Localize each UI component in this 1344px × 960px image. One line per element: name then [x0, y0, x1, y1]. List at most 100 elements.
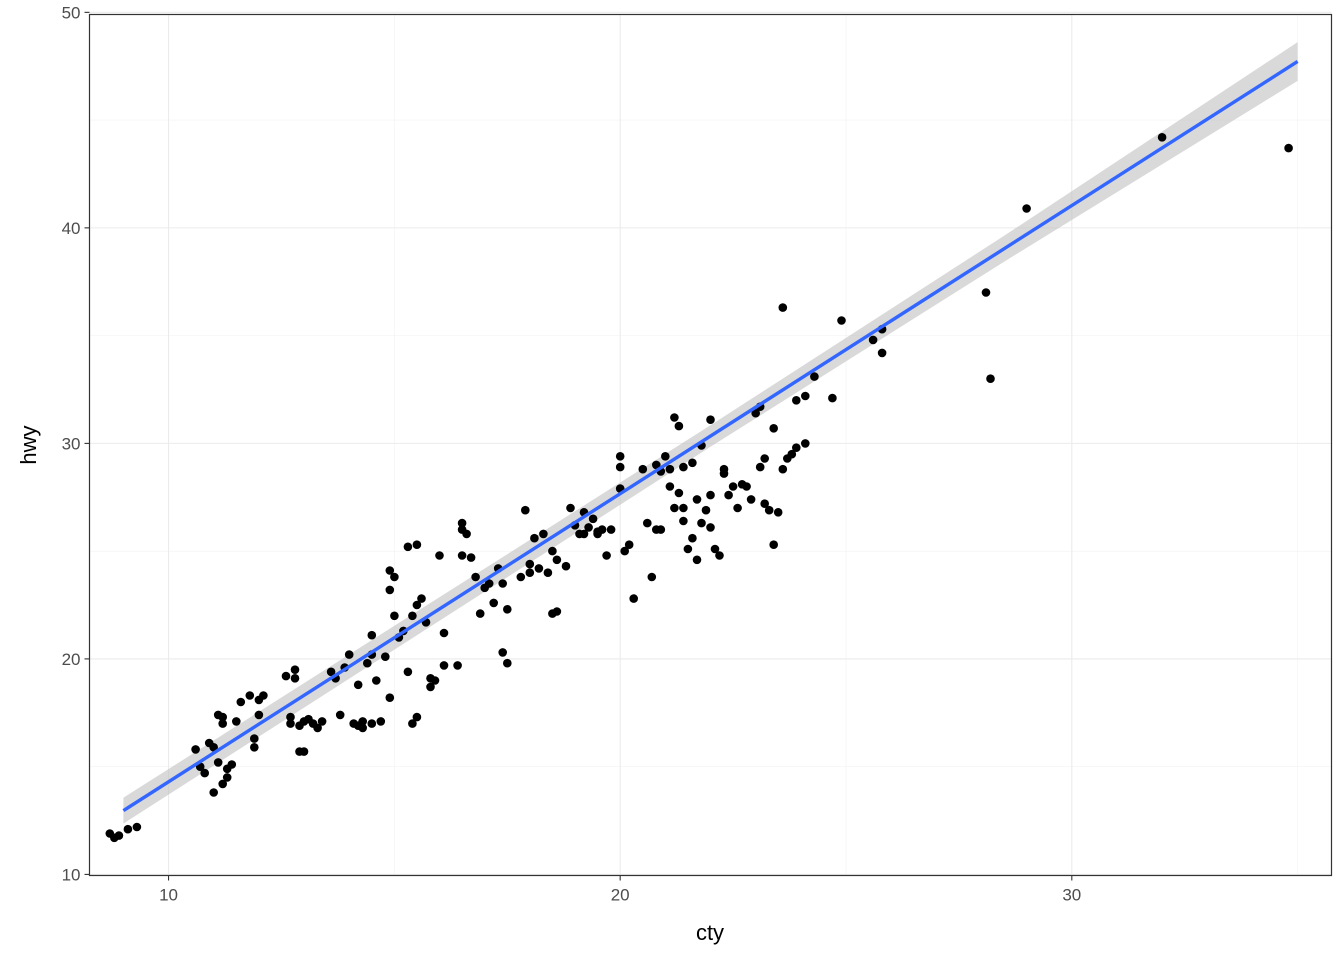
data-point [498, 579, 508, 588]
axis-ticks: 10 20 30 10 20 30 40 50 [62, 3, 1082, 904]
data-point [227, 760, 237, 769]
data-point [837, 316, 846, 325]
data-point [426, 682, 435, 692]
data-point [344, 650, 354, 659]
data-point [656, 525, 666, 534]
data-point [692, 495, 702, 504]
y-axis-title: hwy [16, 425, 41, 464]
data-point [381, 652, 390, 661]
data-point [593, 527, 602, 536]
data-point [290, 665, 300, 674]
x-tick-label: 20 [611, 886, 630, 905]
data-point [390, 611, 399, 621]
data-point [390, 572, 399, 582]
data-point [484, 579, 494, 588]
x-tick-label: 10 [159, 886, 178, 905]
data-point [245, 691, 255, 700]
data-point [534, 564, 544, 573]
data-point [801, 439, 810, 448]
data-point [877, 348, 887, 358]
data-point [665, 464, 675, 474]
data-point [638, 464, 648, 474]
data-point [652, 460, 661, 470]
data-point [430, 676, 440, 685]
data-point [525, 568, 535, 577]
data-point [372, 676, 381, 685]
data-point [254, 710, 264, 720]
data-point [868, 335, 878, 345]
data-point [403, 542, 413, 552]
data-point [584, 523, 593, 532]
panel-border [88, 13, 1333, 877]
data-point [706, 490, 715, 500]
data-point [457, 518, 467, 528]
data-point [615, 462, 625, 472]
data-point [602, 551, 611, 560]
data-point [367, 719, 377, 728]
data-point [408, 719, 417, 728]
data-point [719, 464, 729, 474]
data-point [670, 413, 679, 422]
data-point [132, 822, 142, 832]
data-point [674, 488, 684, 498]
data-point [222, 773, 232, 782]
data-point [773, 508, 783, 517]
data-point [715, 551, 724, 560]
data-point [385, 585, 395, 595]
data-point [376, 717, 386, 726]
data-point [1022, 204, 1031, 213]
data-point [751, 408, 760, 418]
data-point [412, 712, 422, 722]
data-point [706, 523, 715, 532]
data-point [281, 671, 291, 681]
data-point [760, 454, 769, 463]
data-point [326, 667, 336, 677]
data-point [218, 779, 227, 789]
data-point [218, 712, 227, 722]
data-point [503, 605, 512, 614]
data-point [503, 658, 512, 668]
data-point [335, 710, 345, 720]
data-point [606, 525, 616, 534]
data-point [1284, 143, 1293, 153]
data-point [439, 628, 449, 638]
data-point [552, 607, 562, 616]
data-point [746, 495, 756, 504]
data-point [661, 452, 670, 461]
data-point [679, 462, 688, 472]
data-point [810, 372, 819, 381]
data-point [385, 693, 395, 702]
data-point [218, 719, 227, 728]
data-point [539, 529, 548, 539]
data-point [403, 667, 413, 677]
data-point [665, 482, 675, 491]
data-point [385, 566, 395, 575]
data-point [647, 572, 657, 582]
data-point [792, 396, 801, 405]
data-point [200, 768, 209, 778]
data-point [286, 712, 295, 722]
data-point [615, 452, 625, 461]
data-point [981, 288, 991, 297]
data-point [367, 630, 377, 640]
data-point [588, 514, 598, 524]
data-point [213, 758, 223, 767]
data-point [475, 609, 485, 618]
data-point [412, 600, 422, 610]
confidence-band [123, 42, 1298, 824]
data-point [412, 540, 422, 549]
data-point [209, 743, 218, 752]
data-point [624, 540, 634, 549]
data-point [801, 391, 810, 401]
data-point [435, 551, 444, 560]
data-point [236, 697, 246, 707]
data-point [516, 572, 526, 582]
data-point [670, 503, 679, 513]
data-point [259, 691, 268, 700]
data-point [706, 415, 715, 425]
data-point [697, 518, 706, 528]
data-point [317, 717, 327, 726]
data-point [250, 743, 259, 752]
data-point [191, 745, 200, 754]
y-tick-label: 30 [62, 434, 81, 453]
